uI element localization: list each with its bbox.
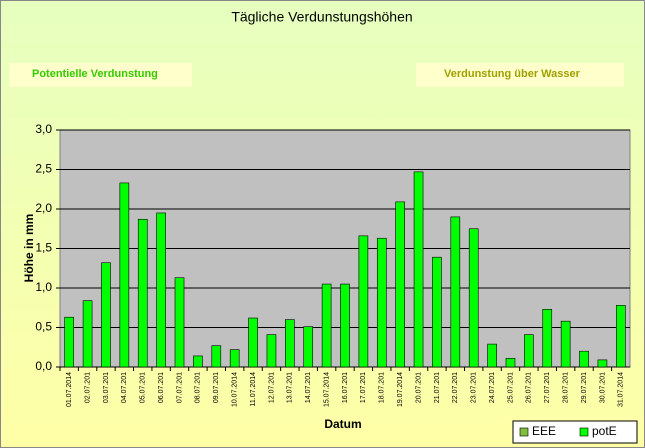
x-tick-label: 16.07.201 — [342, 372, 349, 403]
x-tick-label: 17.07.201 — [360, 372, 367, 403]
x-tick-label: 13.07.201 — [287, 372, 294, 403]
annotation-box — [416, 63, 624, 87]
x-tick-label: 23.07.201 — [471, 372, 478, 403]
legend-swatch — [579, 427, 589, 437]
legend-label: potE — [592, 424, 617, 438]
x-tick-label: 07.07.201 — [176, 372, 183, 403]
bar — [579, 350, 589, 368]
x-tick-label: 02.07.201 — [84, 372, 91, 403]
bar — [266, 334, 277, 368]
bar — [82, 300, 93, 368]
x-tick-label: 04.07.201 — [121, 372, 128, 403]
x-tick-label: 21.07.201 — [434, 372, 441, 403]
legend-swatch — [519, 427, 529, 437]
bar — [303, 326, 314, 368]
chart-title: Tägliche Verdunstungshöhen — [231, 9, 412, 25]
bar — [64, 316, 74, 368]
x-tick-label: 15.07.2014 — [323, 372, 330, 407]
x-tick-label: 01.07.2014 — [66, 372, 73, 407]
x-tick-label: 20.07.201 — [415, 372, 422, 403]
annotation: Potentielle Verdunstung — [32, 68, 158, 80]
y-axis-label: Höhe in mm — [22, 214, 36, 283]
bar — [542, 309, 553, 368]
bar — [211, 345, 222, 368]
bar — [413, 171, 424, 368]
y-tick-label: 2,5 — [35, 162, 52, 176]
bar — [597, 359, 608, 368]
x-tick-label: 05.07.201 — [140, 372, 147, 403]
x-tick-label: 06.07.201 — [158, 372, 165, 403]
bar — [505, 358, 516, 368]
y-tick-label: 1,5 — [35, 241, 52, 255]
bar — [174, 277, 185, 368]
x-tick-label: 25.07.201 — [507, 372, 514, 403]
y-tick-label: 2,0 — [35, 201, 52, 215]
annotation-box — [9, 63, 192, 87]
y-tick-label: 0,5 — [35, 320, 52, 334]
legend — [512, 420, 638, 444]
x-tick-label: 26.07.201 — [526, 372, 533, 403]
bar — [285, 319, 295, 368]
bar — [156, 212, 166, 368]
y-tick-label: 3,0 — [35, 122, 52, 136]
x-tick-label: 28.07.201 — [562, 372, 569, 403]
bar — [229, 349, 240, 368]
bar — [450, 216, 461, 368]
bar — [616, 305, 626, 368]
x-tick-label: 24.07.201 — [489, 372, 496, 403]
bar — [119, 182, 130, 368]
bar — [432, 256, 442, 368]
bar — [524, 334, 534, 368]
x-tick-label: 08.07.201 — [195, 372, 202, 403]
bar — [376, 237, 387, 368]
y-tick-label: 0,0 — [35, 359, 52, 373]
x-tick-label: 27.07.201 — [544, 372, 551, 403]
bar — [193, 355, 203, 368]
x-tick-label: 31.07.2014 — [618, 372, 625, 407]
bar — [395, 201, 405, 368]
bar — [340, 283, 350, 368]
x-tick-label: 09.07.201 — [213, 372, 220, 403]
x-tick-label: 30.07.201 — [599, 372, 606, 403]
annotation: Verdunstung über Wasser — [444, 68, 581, 80]
x-tick-label: 14.07.201 — [305, 372, 312, 403]
x-tick-label: 22.07.201 — [452, 372, 459, 403]
bar — [468, 228, 479, 368]
x-tick-label: 12.07.201 — [268, 372, 275, 403]
x-tick-label: 11.07.2014 — [250, 372, 257, 407]
legend-label: EEE — [532, 424, 556, 438]
x-tick-label: 10.07.2014 — [232, 372, 239, 407]
x-tick-label: 03.07.201 — [103, 372, 110, 403]
x-tick-label: 19.07.2014 — [397, 372, 404, 407]
bar — [487, 343, 497, 368]
x-tick-label: 29.07.201 — [581, 372, 588, 403]
x-tick-label: 18.07.201 — [379, 372, 386, 403]
y-tick-label: 1,0 — [35, 280, 52, 294]
bar — [560, 320, 571, 368]
bar — [101, 262, 111, 368]
x-axis-label: Datum — [324, 417, 361, 431]
bar — [321, 283, 332, 368]
bar — [248, 317, 258, 368]
bar — [358, 235, 369, 368]
bar — [137, 218, 148, 368]
